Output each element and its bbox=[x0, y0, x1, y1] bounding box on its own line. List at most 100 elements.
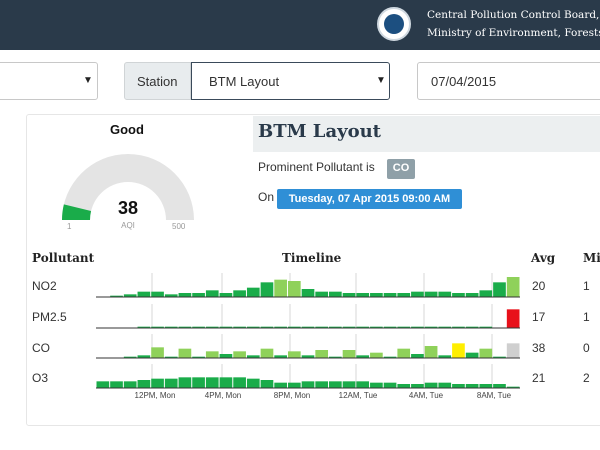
station-title: BTM Layout bbox=[258, 121, 381, 142]
timeline-tick-label: 12PM, Mon bbox=[135, 391, 176, 400]
timeline-bar bbox=[506, 343, 520, 358]
aqi-gauge bbox=[62, 154, 194, 220]
timeline-bar bbox=[452, 326, 465, 328]
pollutant-name: CO bbox=[32, 341, 50, 355]
timeline-bar bbox=[424, 326, 438, 328]
date-input[interactable]: 07/04/2015 bbox=[417, 62, 600, 100]
timeline-bar bbox=[260, 380, 274, 388]
cpcb-logo bbox=[377, 7, 411, 41]
timeline-bar bbox=[438, 291, 452, 297]
timeline-bar bbox=[356, 293, 370, 297]
timeline-bar bbox=[452, 384, 465, 388]
timeline-bar bbox=[205, 351, 219, 358]
timeline-bar bbox=[123, 294, 137, 297]
timeline-bar bbox=[246, 355, 260, 358]
timeline-bar bbox=[315, 381, 329, 388]
timeline-bar bbox=[178, 326, 192, 328]
timeline-bar bbox=[465, 326, 479, 328]
timeline-bar bbox=[137, 355, 151, 358]
timeline-bar bbox=[424, 291, 438, 297]
timeline-bar bbox=[506, 386, 520, 388]
timeline-bar bbox=[110, 381, 123, 388]
timeline-bar bbox=[383, 293, 397, 297]
timeline-bar bbox=[287, 326, 301, 328]
org-name-line1: Central Pollution Control Board, bbox=[427, 9, 600, 21]
timeline-bar bbox=[219, 354, 233, 358]
chevron-down-icon: ▼ bbox=[376, 75, 386, 86]
station-title-bar bbox=[253, 116, 600, 152]
timeline-bar bbox=[411, 354, 424, 358]
timeline-bar bbox=[246, 326, 260, 328]
timeline-bar bbox=[438, 355, 452, 358]
timeline-bar bbox=[287, 382, 301, 388]
datetime-badge: Tuesday, 07 Apr 2015 09:00 AM bbox=[277, 189, 462, 209]
station-panel bbox=[26, 114, 600, 426]
timeline-bar bbox=[370, 326, 383, 328]
timeline-bar bbox=[356, 381, 370, 388]
timeline-bar bbox=[219, 293, 233, 297]
timeline-bar bbox=[287, 351, 301, 358]
timeline-bar bbox=[137, 326, 151, 328]
station-select[interactable]: BTM Layout ▼ bbox=[191, 62, 390, 100]
timeline-bar bbox=[479, 384, 493, 388]
timeline-bar bbox=[370, 293, 383, 297]
timeline-bar bbox=[233, 351, 246, 358]
timeline-bar bbox=[219, 377, 233, 388]
timeline-tick-label: 4AM, Tue bbox=[409, 391, 444, 400]
timeline-bar bbox=[123, 356, 137, 358]
header-timeline: Timeline bbox=[282, 251, 342, 265]
timeline-bar bbox=[329, 326, 342, 328]
aqi-value: 38 bbox=[117, 198, 139, 218]
timeline-bar bbox=[315, 350, 329, 358]
chevron-down-icon: ▼ bbox=[83, 75, 93, 86]
timeline-bar bbox=[260, 326, 274, 328]
timeline-bar bbox=[192, 377, 205, 388]
timeline-bar bbox=[397, 293, 411, 297]
timeline-bar bbox=[274, 382, 287, 388]
timeline-bar bbox=[411, 326, 424, 328]
aqi-unit: AQI bbox=[121, 221, 135, 230]
timeline-bar bbox=[356, 355, 370, 358]
timeline-bar bbox=[479, 348, 493, 358]
timeline-bar bbox=[424, 382, 438, 388]
timeline-bar bbox=[274, 279, 287, 297]
timeline-tick-label: 12AM, Tue bbox=[339, 391, 378, 400]
timeline-bar bbox=[383, 356, 397, 358]
pollutant-avg: 20 bbox=[532, 279, 546, 293]
timeline-bar bbox=[192, 356, 205, 358]
org-name-line2: Ministry of Environment, Forests and bbox=[427, 27, 600, 39]
timeline-bar bbox=[411, 291, 424, 297]
timeline-bar bbox=[479, 326, 493, 328]
timeline-bar bbox=[274, 326, 287, 328]
timeline-bar bbox=[465, 293, 479, 297]
timeline-bar bbox=[301, 355, 315, 358]
timeline-bar bbox=[137, 291, 151, 297]
timeline-bar bbox=[178, 348, 192, 358]
timeline-bar bbox=[493, 282, 506, 297]
timeline-bar bbox=[151, 378, 164, 388]
timeline-bar bbox=[315, 291, 329, 297]
timeline-bar bbox=[479, 290, 493, 297]
on-label: On bbox=[258, 190, 275, 204]
timeline-bar bbox=[301, 326, 315, 328]
timeline-bar bbox=[383, 326, 397, 328]
timeline-bar bbox=[342, 350, 356, 358]
timeline-bar bbox=[164, 356, 178, 358]
app-header: Central Pollution Control Board, Ministr… bbox=[0, 0, 600, 50]
header-pollutant: Pollutant bbox=[32, 251, 95, 265]
city-select[interactable]: ▼ bbox=[0, 62, 98, 100]
timeline-tick-label: 8PM, Mon bbox=[274, 391, 310, 400]
station-value: BTM Layout bbox=[209, 74, 280, 89]
header-avg: Avg bbox=[531, 251, 556, 265]
timeline-bar bbox=[397, 326, 411, 328]
pollutant-name: PM2.5 bbox=[32, 310, 67, 324]
timeline-bar bbox=[164, 378, 178, 388]
timeline-bar bbox=[96, 381, 110, 388]
timeline-bar bbox=[246, 378, 260, 388]
timeline-bar bbox=[110, 295, 123, 297]
timeline-bar bbox=[192, 326, 205, 328]
pollutant-name: O3 bbox=[32, 371, 49, 385]
timeline-bar bbox=[506, 309, 520, 328]
timeline-bar bbox=[233, 377, 246, 388]
